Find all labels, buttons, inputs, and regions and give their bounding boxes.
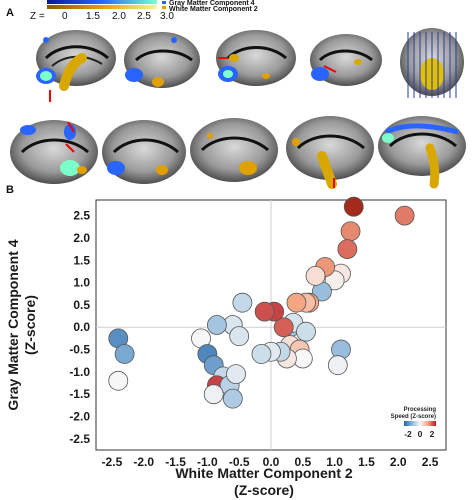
y-axis-title-units: (Z-score) <box>22 295 38 355</box>
y-tick-label: 0.0 <box>73 320 90 334</box>
scatter-point <box>343 196 364 217</box>
panel-a-label: A <box>6 7 14 19</box>
wm-legend-label: White Matter Component 2 <box>169 6 258 13</box>
brain-slice <box>310 34 382 86</box>
x-tick-label: 0.0 <box>263 455 280 469</box>
brain-slice <box>378 116 466 189</box>
gm-colorbar <box>47 0 157 4</box>
scatter-point <box>222 388 243 409</box>
scatter-point <box>337 239 358 260</box>
scatter-point <box>232 292 253 313</box>
scatter-point <box>273 317 294 338</box>
x-axis-title-units: (Z-score) <box>234 482 294 498</box>
cb-tick: 1.5 <box>86 11 100 22</box>
legend-colorbar <box>404 421 436 426</box>
x-tick-label: 2.5 <box>422 455 439 469</box>
scatter-point <box>327 355 348 376</box>
brain-slice <box>102 120 186 184</box>
gm-legend-swatch <box>162 1 166 4</box>
panel-b: B 2.52.01.51.00.50.0-0.5-1.0-1.5-2.0-2.5… <box>5 184 447 498</box>
scatter-point <box>251 344 272 364</box>
y-tick-label: 2.0 <box>73 231 90 245</box>
processing-speed-legend: Processing Speed (Z-score) -2 0 2 <box>391 407 437 439</box>
scatter-point <box>286 292 307 313</box>
y-tick-label: 0.5 <box>73 298 90 312</box>
brain-slice-coronal <box>400 28 464 98</box>
y-tick-label: -1.0 <box>69 365 90 379</box>
x-axis-title: White Matter Component 2 <box>175 465 353 481</box>
y-tick-label: 2.5 <box>73 209 90 223</box>
x-tick-label: 0.5 <box>294 455 311 469</box>
x-tick-label: 2.0 <box>390 455 407 469</box>
legend-tick: -2 <box>404 429 412 439</box>
cb-tick: 2.5 <box>137 11 151 22</box>
brain-slice <box>10 120 98 184</box>
y-tick-label: -2.0 <box>69 410 90 424</box>
scatter-point <box>207 315 227 335</box>
x-tick-label: -0.5 <box>229 455 250 469</box>
wm-legend-swatch <box>162 6 166 9</box>
cb-tick: 2.0 <box>112 11 126 22</box>
scatter-point <box>254 301 275 322</box>
scatter-points <box>108 196 415 409</box>
z-colorbar: Z = 0 1.5 2.0 2.5 3.0 Gray Matter Compon… <box>30 0 258 22</box>
y-tick-label: -0.5 <box>69 343 90 357</box>
legend-tick: 2 <box>430 429 435 439</box>
cb-tick: 3.0 <box>160 11 174 22</box>
scatter-point <box>203 384 224 405</box>
x-tick-label: -2.0 <box>133 455 154 469</box>
panel-b-label: B <box>6 184 14 196</box>
wm-colorbar <box>47 5 157 9</box>
brain-slice <box>216 30 296 86</box>
scatter-point <box>108 370 129 391</box>
brain-slice <box>190 118 278 182</box>
x-tick-label: -1.0 <box>197 455 218 469</box>
y-tick-label: -1.5 <box>69 387 90 401</box>
y-tick-label: 1.5 <box>73 253 90 267</box>
scatter-point <box>226 364 246 385</box>
y-tick-label: -2.5 <box>69 432 90 446</box>
scatter-point <box>305 265 326 286</box>
scatter-point <box>394 205 415 226</box>
gm-legend-label: Gray Matter Component 4 <box>169 0 255 7</box>
scatter-point <box>114 344 135 364</box>
y-tick-label: 1.0 <box>73 276 90 290</box>
z-prefix: Z = <box>30 11 45 22</box>
brain-slice <box>124 32 200 88</box>
legend-title: Processing <box>404 407 437 413</box>
x-tick-label: 1.0 <box>326 455 343 469</box>
scatter-point <box>340 221 361 242</box>
y-tick-labels: 2.5 2.0 1.5 1.0 0.5 0.0 -0.5 -1.0 -1.5 -2.0 -2.5 <box>69 209 90 446</box>
x-tick-label: -2.5 <box>102 455 123 469</box>
brain-slice <box>286 116 374 189</box>
cb-tick: 0 <box>62 11 68 22</box>
y-axis-title: Gray Matter Component 4 <box>5 239 21 410</box>
scatter-point <box>229 326 250 347</box>
panel-a: A Z = 0 1.5 2.0 2.5 3.0 Gray Matter Comp… <box>6 0 466 189</box>
brain-slice <box>36 30 116 102</box>
legend-tick: 0 <box>418 429 423 439</box>
legend-title-2: Speed (Z-score) <box>391 414 436 420</box>
x-tick-labels: -2.5 -2.0 -1.5 -1.0 -0.5 0.0 0.5 1.0 1.5 2.0 2.5 <box>102 455 439 469</box>
scatter-point <box>296 321 316 342</box>
x-tick-label: -1.5 <box>165 455 186 469</box>
x-tick-label: 1.5 <box>358 455 375 469</box>
